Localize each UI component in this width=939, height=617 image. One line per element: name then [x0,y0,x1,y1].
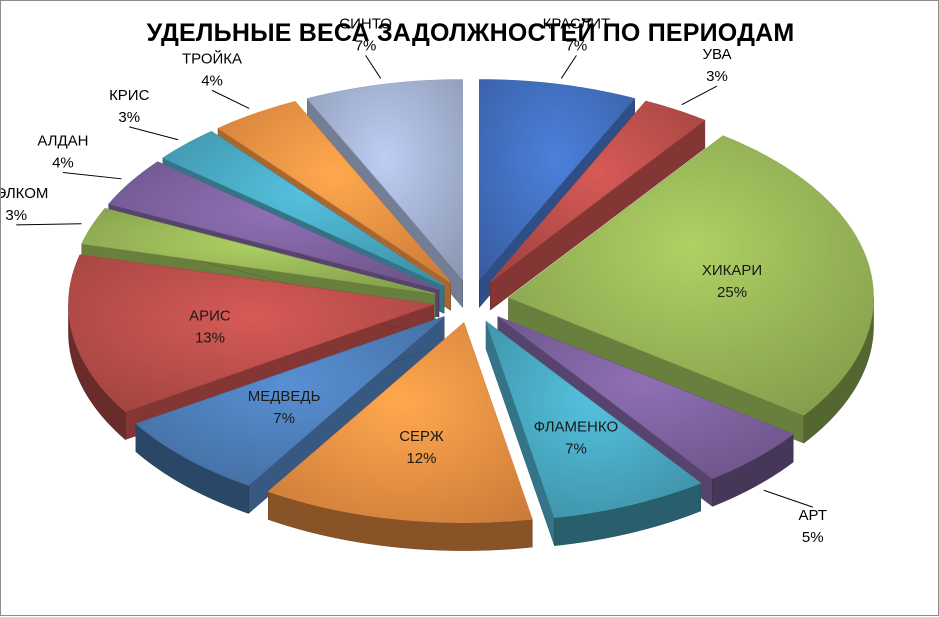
slice-label-percent: 3% [118,109,140,126]
slice-label-name: АРТ [798,507,827,524]
slice-label-percent: 7% [565,441,587,458]
leader-line [62,171,122,180]
leader-line [16,223,82,226]
pie-slice-2 [507,135,874,444]
slice-label-name: ТРОЙКА [182,49,242,67]
slice-label-name: СИНТО [339,15,392,32]
slice-label-percent: 4% [201,72,223,89]
leader-line [365,55,382,79]
slice-label-name: АРИС [189,307,231,324]
slice-label-name: КРАСЛИТ [543,15,611,32]
slice-label-percent: 12% [406,450,436,467]
slice-label-percent: 7% [273,410,295,427]
slice-label-name: ФЭЛКОМ [1,185,48,202]
slice-label-name: УВА [702,46,731,63]
slice-label-name: АЛДАН [37,132,88,149]
slice-label-percent: 7% [566,37,588,54]
slice-label-percent: 25% [717,284,747,301]
slice-label-name: ФЛАМЕНКО [534,419,618,436]
pie-slice-5 [267,322,533,551]
slice-label-percent: 4% [52,154,74,171]
slice-label-name: СЕРЖ [399,428,444,445]
pie-slice-6 [135,316,445,514]
leader-line [763,489,813,508]
leader-line [129,126,179,141]
slice-label-name: КРИС [109,87,150,104]
slice-label-percent: 13% [195,329,225,346]
slice-label-percent: 3% [706,68,728,85]
pie-slice-4 [485,320,702,546]
leader-line [681,85,718,106]
slice-label-name: МЕДВЕДЬ [248,388,321,405]
slice-label-name: ХИКАРИ [702,262,762,279]
chart-title: УДЕЛЬНЫЕ ВЕСА ЗАДОЛЖНОСТЕЙ ПО ПЕРИОДАМ [146,19,795,47]
slice-label-percent: 3% [5,207,27,224]
slice-label-percent: 5% [802,529,824,546]
slice-label-percent: 7% [355,37,377,54]
leader-line [560,55,577,79]
leader-line [211,89,250,109]
pie-slice-1 [490,100,706,311]
